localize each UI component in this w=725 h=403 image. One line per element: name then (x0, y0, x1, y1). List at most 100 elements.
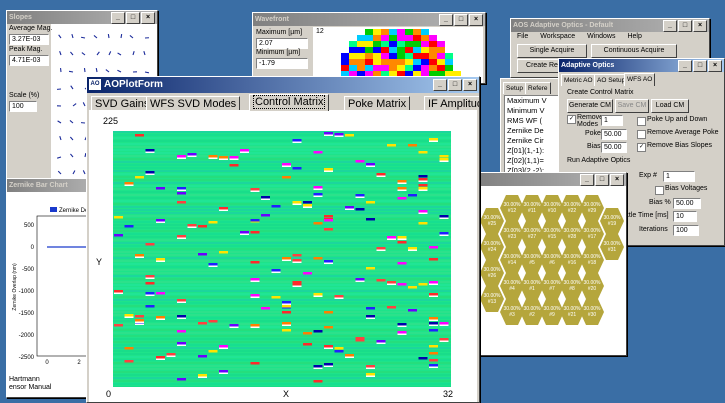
tab-reference[interactable]: Refere (525, 82, 551, 94)
aos-titlebar[interactable]: AOS Adaptive Optics - Default _□× (511, 19, 709, 32)
min-field[interactable]: -1.79 (256, 58, 308, 69)
heatmap-cell (293, 262, 302, 264)
menu-windows[interactable]: Windows (587, 33, 615, 40)
remove-modes-checkbox[interactable]: ✓ (567, 115, 576, 124)
peak-mag-field[interactable]: 4.71E-03 (9, 55, 49, 66)
wavefront-cell (357, 41, 365, 47)
slope-vector (60, 51, 61, 55)
adaptive-titlebar[interactable]: Adaptive Optics _□× (559, 59, 724, 72)
maximize-button[interactable]: □ (126, 12, 140, 24)
tab-setup[interactable]: Setup (503, 82, 526, 94)
bias-field[interactable]: 50.00 (601, 142, 627, 153)
slope-vector (73, 104, 76, 106)
maximize-button[interactable]: □ (448, 79, 462, 91)
heatmap-cell (251, 294, 260, 297)
heatmap-cell (177, 187, 186, 190)
actuator-hex[interactable]: 30.00%#30 (580, 299, 604, 325)
heatmap-cell (293, 142, 302, 144)
settle-field[interactable]: 10 (673, 211, 697, 222)
menu-workspace[interactable]: Workspace (540, 33, 575, 40)
menu-help[interactable]: Help (627, 33, 641, 40)
generate-cm-button[interactable]: Generate CM (567, 99, 613, 113)
actuator-hex[interactable]: 30.00%#29 (580, 195, 604, 221)
mirror-map-titlebar[interactable]: _□× (476, 173, 626, 186)
actuator-hex[interactable]: 30.00%#20 (580, 273, 604, 299)
heatmap-cell (261, 307, 270, 310)
minimize-button[interactable]: _ (580, 174, 594, 186)
wavefront-cell (365, 53, 373, 59)
tab-wfs-svd-modes[interactable]: WFS SVD Modes (146, 96, 240, 111)
wavefront-cell (397, 47, 405, 53)
menu-file[interactable]: File (517, 33, 528, 40)
heatmap-cell (324, 219, 333, 222)
poke-up-down-checkbox[interactable] (637, 117, 646, 126)
actuator-hex[interactable]: 30.00%#19 (600, 208, 624, 234)
maximize-button[interactable]: □ (595, 174, 609, 186)
actuator-hex[interactable]: 30.00%#13 (480, 286, 504, 312)
scale-field[interactable]: 100 (9, 101, 37, 112)
slopes-titlebar[interactable]: Slopes _□× (7, 11, 157, 24)
maximize-button[interactable]: □ (454, 14, 468, 26)
remove-bias-slopes-checkbox[interactable]: ✓ (637, 143, 646, 152)
minimize-button[interactable]: _ (111, 12, 125, 24)
slope-vector (59, 35, 61, 38)
heatmap-cell (146, 292, 155, 295)
minimize-button[interactable]: _ (439, 14, 453, 26)
heatmap-cell (146, 305, 155, 308)
save-cm-button[interactable]: Save CM (615, 99, 649, 113)
wavefront-cell (421, 29, 429, 35)
close-button[interactable]: × (469, 14, 483, 26)
tab-metric-ao[interactable]: Metric AO (561, 74, 596, 86)
tab-if-amplitude[interactable]: IF Amplitude (424, 96, 480, 111)
actuator-hex[interactable]: 30.00%#18 (580, 247, 604, 273)
single-acquire-button[interactable]: Single Acquire (517, 44, 587, 58)
close-button[interactable]: × (610, 174, 624, 186)
heatmap-cell (440, 341, 449, 343)
maximize-button[interactable]: □ (693, 60, 707, 72)
heatmap-cell (366, 368, 375, 370)
heatmap-cell (251, 191, 260, 193)
max-field[interactable]: 2.07 (256, 38, 308, 49)
heatmap-stripe (113, 353, 451, 355)
avg-mag-field[interactable]: 3.27E-03 (9, 34, 49, 45)
minimize-button[interactable]: _ (433, 79, 447, 91)
load-cm-button[interactable]: Load CM (651, 99, 689, 113)
close-button[interactable]: × (693, 20, 707, 32)
actuator-hex[interactable]: 30.00%#31 (600, 234, 624, 260)
minimize-button[interactable]: _ (663, 20, 677, 32)
heatmap-cell (282, 176, 291, 179)
tab-control-matrix[interactable]: Control Matrix (249, 94, 329, 111)
poke-field[interactable]: 50.00 (601, 129, 627, 140)
actuator-hex[interactable]: 30.00%#24 (480, 234, 504, 260)
actuator-hex[interactable]: 30.00%#17 (580, 221, 604, 247)
zernike-xtick: 2 (77, 360, 81, 366)
close-button[interactable]: × (463, 79, 477, 91)
tab-poke-matrix[interactable]: Poke Matrix (344, 96, 410, 111)
bias-voltages-checkbox[interactable] (655, 186, 664, 195)
iterations-field[interactable]: 100 (673, 225, 699, 236)
tab-svd-gains[interactable]: SVD Gains (91, 96, 153, 111)
slope-vector (69, 71, 73, 72)
close-button[interactable]: × (141, 12, 155, 24)
heatmap-cell (419, 175, 428, 178)
bias2-field[interactable]: 50.00 (673, 198, 701, 209)
wavefront-cell (437, 47, 445, 53)
remove-modes-field[interactable]: 1 (601, 115, 623, 126)
continuous-acquire-button[interactable]: Continuous Acquire (591, 44, 677, 58)
zernike-ytick: 0 (31, 245, 35, 251)
exp-field[interactable]: 1 (663, 171, 695, 182)
heatmap-cell (135, 324, 144, 326)
wavefront-titlebar[interactable]: Wavefront _□× (253, 13, 485, 26)
heatmap-cell (398, 334, 407, 336)
maximize-button[interactable]: □ (678, 20, 692, 32)
tab-wfs-ao[interactable]: WFS AO (624, 73, 655, 86)
remove-avg-poke-checkbox[interactable] (637, 130, 646, 139)
heatmap-cell (429, 320, 438, 322)
close-button[interactable]: × (708, 60, 722, 72)
actuator-hex[interactable]: 30.00%#25 (480, 208, 504, 234)
heatmap-cell (440, 322, 449, 325)
heatmap-cell (125, 225, 134, 228)
actuator-hex[interactable]: 30.00%#26 (480, 260, 504, 286)
minimize-button[interactable]: _ (678, 60, 692, 72)
